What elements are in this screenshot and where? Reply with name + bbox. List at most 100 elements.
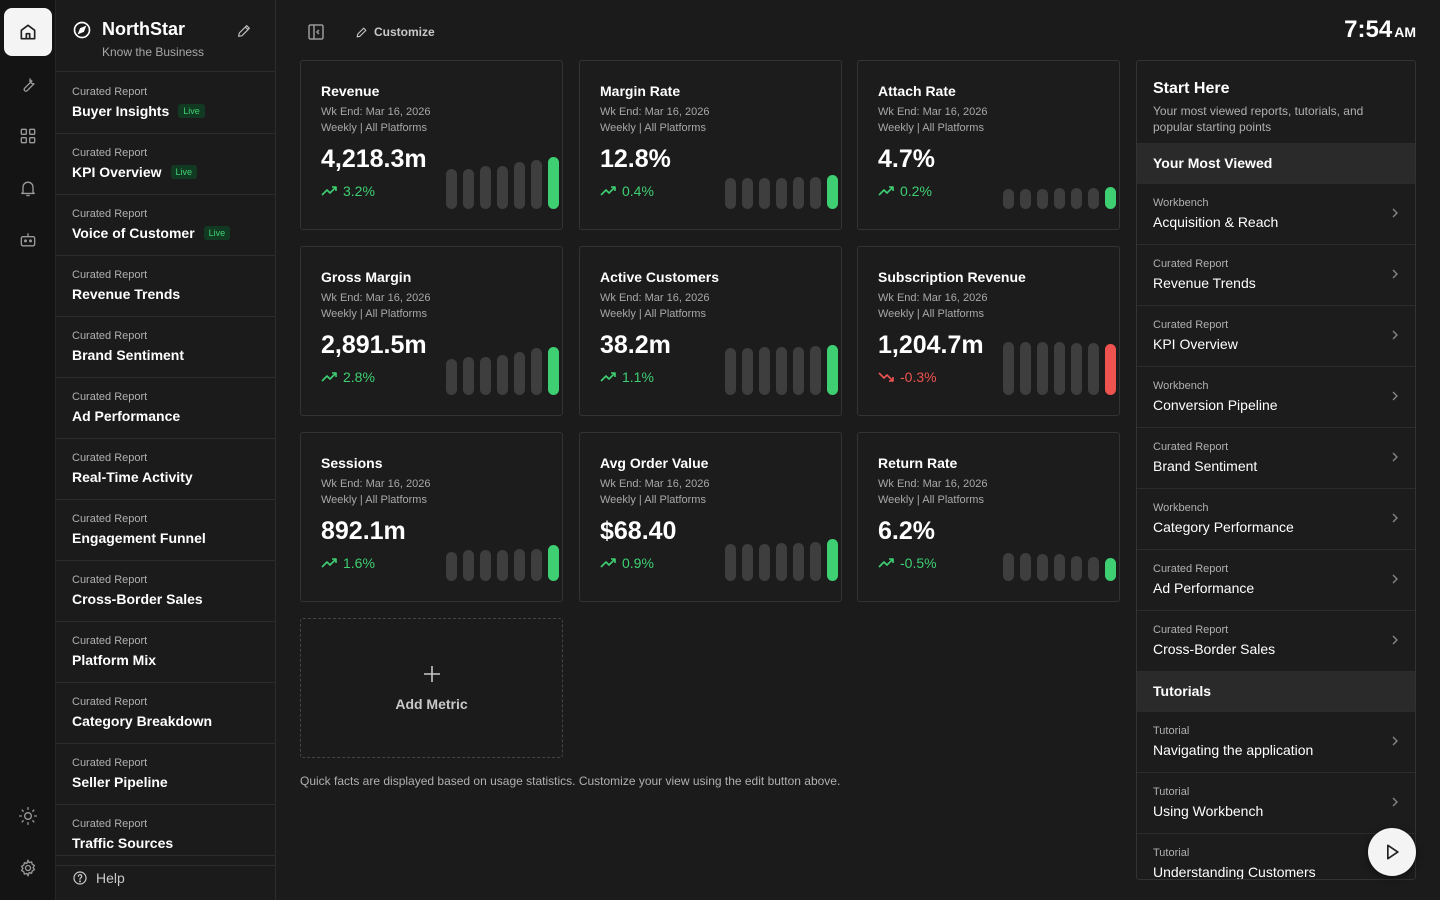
sparkbar: [793, 177, 804, 209]
sidebar-report-item[interactable]: Curated Report Engagement Funnel: [56, 500, 275, 561]
start-here-item[interactable]: Curated Report KPI Overview: [1137, 306, 1415, 367]
report-title: Seller Pipeline: [72, 774, 168, 790]
sidebar-collapse-icon[interactable]: [306, 23, 326, 41]
metric-title: Attach Rate: [878, 83, 956, 99]
sparkbar: [497, 355, 508, 395]
add-metric-button[interactable]: Add Metric: [300, 618, 563, 758]
item-kind-label: Workbench: [1153, 502, 1209, 514]
item-kind-label: Tutorial: [1153, 847, 1190, 859]
settings-button[interactable]: [4, 844, 52, 892]
metric-value: 6.2%: [878, 517, 935, 545]
alerts-nav-button[interactable]: [4, 164, 52, 212]
sidebar-report-item[interactable]: Curated Report Seller Pipeline: [56, 744, 275, 805]
sidebar-report-item[interactable]: Curated Report Revenue Trends: [56, 256, 275, 317]
metric-change: -0.3%: [878, 369, 937, 385]
sparkbar: [463, 550, 474, 581]
sparkbar: [776, 347, 787, 395]
metric-title: Sessions: [321, 455, 383, 471]
metric-card[interactable]: Subscription Revenue Wk End: Mar 16, 2026…: [857, 246, 1120, 416]
metric-change-value: 0.9%: [622, 555, 654, 571]
metric-scope: Weekly | All Platforms: [321, 494, 427, 506]
report-title-row: Platform Mix: [72, 651, 259, 669]
metric-change: 2.8%: [321, 369, 375, 385]
sparkbar-chart: [446, 153, 559, 209]
start-here-item[interactable]: Workbench Acquisition & Reach: [1137, 184, 1415, 245]
metric-card[interactable]: Margin Rate Wk End: Mar 16, 2026 Weekly | …: [579, 60, 842, 230]
sparkbar: [827, 345, 838, 395]
live-badge: Live: [203, 226, 231, 240]
trend-up-icon: [321, 186, 337, 196]
report-kind-label: Curated Report: [72, 391, 148, 403]
start-here-item[interactable]: Workbench Category Performance: [1137, 489, 1415, 550]
trend-up-icon: [321, 372, 337, 382]
start-here-item[interactable]: Tutorial Navigating the application: [1137, 712, 1415, 773]
item-label: Navigating the application: [1153, 742, 1314, 758]
pencil-icon[interactable]: [236, 23, 252, 39]
metric-card[interactable]: Sessions Wk End: Mar 16, 2026 Weekly | All…: [300, 432, 563, 602]
plus-icon: [424, 666, 440, 682]
start-here-item[interactable]: Curated Report Ad Performance: [1137, 550, 1415, 611]
play-tutorial-button[interactable]: [1368, 828, 1416, 876]
item-kind-label: Tutorial: [1153, 725, 1190, 737]
chevron-right-icon: [1392, 452, 1398, 462]
sidebar-report-item[interactable]: Curated Report Voice of Customer Live: [56, 195, 275, 256]
start-here-item[interactable]: Curated Report Revenue Trends: [1137, 245, 1415, 306]
sidebar-report-item[interactable]: Curated Report Real-Time Activity: [56, 439, 275, 500]
metric-card[interactable]: Gross Margin Wk End: Mar 16, 2026 Weekly |…: [300, 246, 563, 416]
home-nav-button[interactable]: [4, 8, 52, 56]
metric-change-value: 3.2%: [343, 183, 375, 199]
assistant-nav-button[interactable]: [4, 216, 52, 264]
sparkbar: [776, 543, 787, 581]
report-title: Traffic Sources: [72, 835, 174, 851]
apps-nav-button[interactable]: [4, 112, 52, 160]
pencil-icon: [356, 27, 367, 37]
sidebar-report-item[interactable]: Curated Report Platform Mix: [56, 622, 275, 683]
theme-toggle-button[interactable]: [4, 792, 52, 840]
sparkbar: [742, 178, 753, 209]
sparkbar: [742, 348, 753, 395]
metric-scope: Weekly | All Platforms: [878, 308, 984, 320]
sparkbar: [514, 352, 525, 395]
metric-card[interactable]: Active Customers Wk End: Mar 16, 2026 Week…: [579, 246, 842, 416]
metric-card[interactable]: Avg Order Value Wk End: Mar 16, 2026 Weekl…: [579, 432, 842, 602]
customize-button[interactable]: Customize: [355, 23, 435, 41]
start-here-item[interactable]: Workbench Conversion Pipeline: [1137, 367, 1415, 428]
start-here-item[interactable]: Curated Report Brand Sentiment: [1137, 428, 1415, 489]
metric-value: 12.8%: [600, 145, 671, 173]
sparkbar: [793, 347, 804, 395]
item-kind-label: Curated Report: [1153, 441, 1229, 453]
item-kind-label: Curated Report: [1153, 258, 1229, 270]
tools-nav-button[interactable]: [4, 60, 52, 108]
sidebar-report-item[interactable]: Curated Report Buyer Insights Live: [56, 73, 275, 134]
metric-value: 4,218.3m: [321, 145, 427, 173]
sidebar-report-item[interactable]: Curated Report Traffic Sources: [56, 805, 275, 866]
sidebar-report-item[interactable]: Curated Report Cross-Border Sales: [56, 561, 275, 622]
gear-icon: [20, 859, 36, 877]
report-title-row: Buyer Insights Live: [72, 102, 259, 120]
sidebar-report-item[interactable]: Curated Report Brand Sentiment: [56, 317, 275, 378]
help-button[interactable]: Help: [56, 855, 275, 900]
item-kind-label: Workbench: [1153, 197, 1209, 209]
home-icon: [20, 24, 36, 40]
metric-week: Wk End: Mar 16, 2026: [600, 292, 710, 304]
start-here-item[interactable]: Curated Report Cross-Border Sales: [1137, 611, 1415, 672]
sparkbar-chart: [1003, 525, 1116, 581]
sidebar-report-item[interactable]: Curated Report Ad Performance: [56, 378, 275, 439]
sidebar-report-item[interactable]: Curated Report KPI Overview Live: [56, 134, 275, 195]
sidebar-report-item[interactable]: Curated Report Category Breakdown: [56, 683, 275, 744]
metric-card[interactable]: Attach Rate Wk End: Mar 16, 2026 Weekly | …: [857, 60, 1120, 230]
metric-scope: Weekly | All Platforms: [600, 122, 706, 134]
sparkbar: [531, 348, 542, 395]
report-title: KPI Overview: [72, 164, 162, 180]
metric-scope: Weekly | All Platforms: [878, 494, 984, 506]
metric-change: 0.9%: [600, 555, 654, 571]
metric-title: Gross Margin: [321, 269, 412, 285]
item-kind-label: Tutorial: [1153, 786, 1190, 798]
start-here-item[interactable]: Tutorial Understanding Customers: [1137, 834, 1415, 879]
metric-card[interactable]: Return Rate Wk End: Mar 16, 2026 Weekly | …: [857, 432, 1120, 602]
start-here-item[interactable]: Tutorial Using Workbench: [1137, 773, 1415, 834]
sparkbar: [548, 545, 559, 581]
metric-change: 0.2%: [878, 183, 932, 199]
metric-card[interactable]: Revenue Wk End: Mar 16, 2026 Weekly | All …: [300, 60, 563, 230]
item-label: Ad Performance: [1153, 580, 1255, 596]
